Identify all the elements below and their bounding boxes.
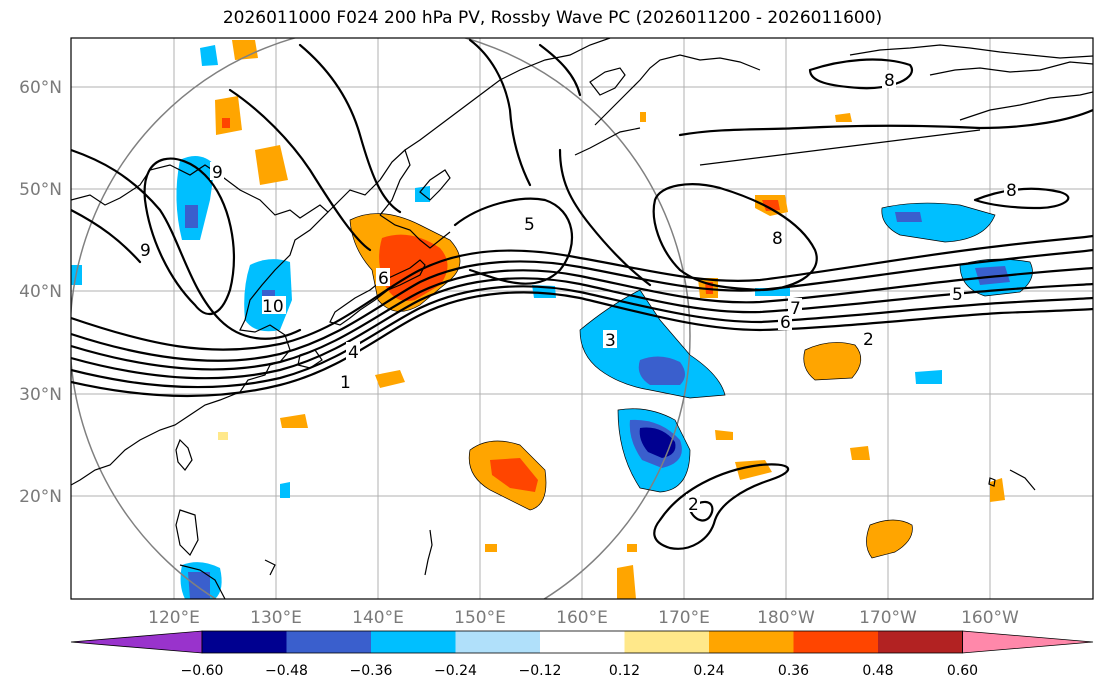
contour-label: 3 [605, 331, 616, 351]
colorbar-segment [371, 631, 456, 653]
lon-label: 150°E [454, 608, 506, 628]
colorbar-tick: 0.24 [693, 663, 724, 679]
colorbar-segment [709, 631, 794, 653]
lon-label: 160°W [961, 608, 1019, 628]
latitude-labels: 60°N 50°N 40°N 30°N 20°N [19, 78, 62, 507]
lat-label: 60°N [19, 78, 62, 98]
colorbar-tick: −0.36 [350, 663, 393, 679]
contour-labels: 1 2 2 3 4 5 5 6 6 7 8 8 8 9 9 10 [138, 70, 1018, 515]
colorbar-extend-low [70, 630, 203, 654]
contour-label: 10 [262, 297, 284, 317]
colorbar-segment [624, 631, 709, 653]
colorbar-segment [793, 631, 878, 653]
contour-label: 6 [780, 313, 791, 333]
contour-label: 8 [1006, 181, 1017, 201]
longitude-labels: 120°E 130°E 140°E 150°E 160°E 170°E 180°… [148, 608, 1019, 628]
colorbar-segment [878, 631, 963, 653]
colorbar-tick: 0.36 [778, 663, 809, 679]
contour-label: 7 [790, 299, 801, 319]
contour-label: 9 [140, 241, 151, 261]
colorbar-tick: −0.48 [265, 663, 308, 679]
lon-label: 120°E [148, 608, 200, 628]
colorbar-segment [286, 631, 371, 653]
map-border [70, 37, 1094, 600]
lon-label: 170°W [859, 608, 917, 628]
colorbar-tick: −0.60 [181, 663, 224, 679]
lon-label: 160°E [556, 608, 608, 628]
lon-label: 180°W [757, 608, 815, 628]
colorbar-tick: −0.12 [519, 663, 562, 679]
contour-label: 2 [863, 330, 874, 350]
colorbar-tick: 0.60 [947, 663, 978, 679]
contour-label: 4 [348, 343, 359, 363]
colorbar: −0.60 −0.48 −0.36 −0.24 −0.12 0.12 0.24 … [70, 630, 1094, 679]
contour-label: 5 [524, 215, 535, 235]
contour-label: 8 [884, 71, 895, 91]
lon-label: 170°E [658, 608, 710, 628]
lon-label: 130°E [250, 608, 302, 628]
lat-label: 40°N [19, 282, 62, 302]
colorbar-tick: 0.48 [862, 663, 893, 679]
contour-label: 5 [952, 285, 963, 305]
colorbar-tick: −0.24 [434, 663, 477, 679]
pv-contours [71, 38, 1093, 550]
colorbar-segment [202, 631, 287, 653]
lat-label: 50°N [19, 180, 62, 200]
colorbar-segment [455, 631, 540, 653]
contour-label: 9 [212, 163, 223, 183]
contour-label: 2 [688, 495, 699, 515]
lat-label: 20°N [19, 487, 62, 507]
colorbar-segment [540, 631, 625, 653]
contour-label: 8 [772, 229, 783, 249]
contour-label: 6 [378, 269, 389, 289]
lat-label: 30°N [19, 385, 62, 405]
contour-label: 1 [340, 373, 351, 393]
figure-title: 2026011000 F024 200 hPa PV, Rossby Wave … [222, 8, 883, 28]
lon-label: 140°E [352, 608, 404, 628]
influence-circle [71, 38, 691, 599]
colorbar-extend-high [962, 630, 1094, 654]
colorbar-tick: 0.12 [609, 663, 640, 679]
